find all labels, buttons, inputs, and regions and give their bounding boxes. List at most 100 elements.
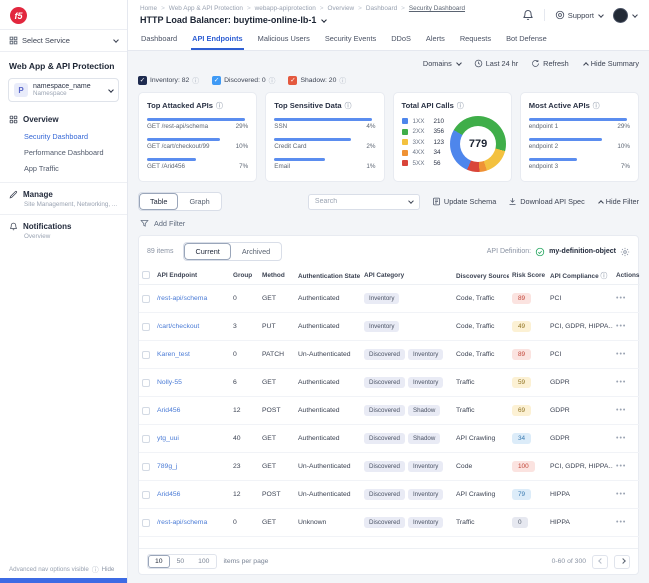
page-size-50[interactable]: 50 [176,558,185,565]
endpoint-link[interactable]: /rest-api/schema [157,519,208,526]
row-actions-button[interactable]: ••• [616,295,627,302]
select-service-dropdown[interactable]: Select Service [0,29,127,52]
view-toggle-graph[interactable]: Graph [189,197,210,206]
info-icon[interactable]: ⓘ [592,103,600,110]
notification-bell-icon[interactable] [522,9,534,21]
tab-bot-defense[interactable]: Bot Defense [506,34,547,43]
sidebar-item-security-dashboard[interactable]: Security Dashboard [24,131,89,141]
namespace-selector[interactable]: P namespace_name Namespace [8,78,119,102]
breadcrumb-item-security-dashboard[interactable]: Security Dashboard [408,5,466,12]
tab-ddos[interactable]: DDoS [391,34,411,43]
tab-bar: Dashboard API Endpoints Malicious Users Sec… [128,28,649,51]
info-icon[interactable]: ⓘ [268,78,276,85]
page-size-10[interactable]: 10 [148,555,170,568]
row-actions-button[interactable]: ••• [616,407,627,414]
checkbox-checked-icon[interactable]: ✓ [288,75,298,85]
info-icon[interactable]: ⓘ [344,103,352,110]
row-checkbox[interactable] [142,490,150,499]
domains-dropdown[interactable]: Domains [423,59,462,68]
endpoint-link[interactable]: Nolly-55 [157,379,182,386]
download-api-spec-button[interactable]: Download API Spec [508,197,585,206]
breadcrumb-item-web-app-api-protection[interactable]: Web App & API Protection [168,5,243,12]
row-checkbox[interactable] [142,434,150,443]
breadcrumb-item-overview[interactable]: Overview [327,5,355,12]
info-icon[interactable]: ⓘ [192,78,200,85]
endpoint-link[interactable]: Arid456 [157,491,181,498]
sidebar-item-manage[interactable]: Manage [9,190,118,199]
stat-bar [528,157,630,161]
refresh-button[interactable]: Refresh [531,59,569,68]
sidebar-item-overview[interactable]: Overview [9,115,118,124]
tab-malicious-users[interactable]: Malicious Users [257,34,310,43]
checkbox-checked-icon[interactable]: ✓ [138,75,147,85]
cell-endpoint: Karen_test [154,340,230,369]
endpoint-link[interactable]: Karen_test [157,351,190,358]
tab-dashboard[interactable]: Dashboard [141,34,178,43]
tab-requests[interactable]: Requests [459,34,492,43]
endpoint-link[interactable]: /cart/checkout [157,323,200,330]
f5-logo[interactable]: f5 [10,7,27,24]
user-menu[interactable] [613,7,638,23]
row-actions-button[interactable]: ••• [616,351,627,358]
cell-api-category: Discovered Shadow [361,424,453,453]
sidebar-item-app-traffic[interactable]: App Traffic [24,163,59,173]
sidebar-scrollbar[interactable] [0,578,127,583]
row-checkbox[interactable] [142,462,150,471]
api-definition-link[interactable]: my-definition-object [549,248,616,255]
endpoint-link[interactable]: ytg_uui [157,435,179,442]
checkbox-checked-icon[interactable]: ✓ [212,75,222,85]
info-icon[interactable]: ⓘ [215,103,223,110]
time-range-selector[interactable]: Last 24 hr [474,59,518,68]
hide-filter-toggle[interactable]: Hide Filter [597,197,639,206]
category-chip-discovered: Discovered [364,461,405,472]
select-all-checkbox[interactable] [142,271,150,279]
row-checkbox[interactable] [142,322,150,331]
row-actions-button[interactable]: ••• [616,323,627,330]
info-icon[interactable]: ⓘ [598,273,608,280]
hide-summary-toggle[interactable]: Hide Summary [582,59,639,68]
view-toggle-table[interactable]: Table [139,193,179,210]
sidebar-item-performance-dashboard[interactable]: Performance Dashboard [24,147,104,157]
next-page-button[interactable] [614,554,630,569]
info-icon[interactable]: ⓘ [456,103,464,110]
prev-page-button[interactable] [592,554,608,569]
category-chip-inventory: Inventory [364,321,400,332]
tab-alerts[interactable]: Alerts [425,34,445,43]
breadcrumb-item-home[interactable]: Home [140,5,158,12]
row-actions-button[interactable]: ••• [616,379,627,386]
search-input[interactable] [314,198,408,205]
row-actions-button[interactable]: ••• [616,491,627,498]
support-menu[interactable]: Support [555,10,604,20]
row-checkbox[interactable] [142,406,150,415]
page-size-100[interactable]: 100 [198,558,210,565]
category-filter-shadow[interactable]: ✓ Shadow: 20 ⓘ [288,75,346,85]
info-icon[interactable]: ⓘ [360,273,361,280]
cell-api-compliance: GDPR [547,368,613,397]
tab-api-endpoints[interactable]: API Endpoints [191,28,244,50]
endpoint-link[interactable]: Arid456 [157,407,181,414]
search-box[interactable] [307,193,420,210]
breadcrumb-item-webapp-apiprotection[interactable]: webapp-apiprotection [254,5,316,12]
endpoint-link[interactable]: /rest-api/schema [157,295,208,302]
endpoint-link[interactable]: 789g_j [157,463,178,470]
info-icon[interactable]: ⓘ [339,78,347,85]
add-filter-button[interactable]: Add Filter [138,211,639,235]
sidebar-item-notifications[interactable]: Notifications [9,222,118,231]
breadcrumb-item-dashboard[interactable]: Dashboard [365,5,398,12]
state-tab-archived[interactable]: Archived [241,247,271,256]
row-checkbox[interactable] [142,294,150,303]
row-checkbox[interactable] [142,518,150,527]
category-filter-discovered[interactable]: ✓ Discovered: 0 ⓘ [212,75,275,85]
row-actions-button[interactable]: ••• [616,463,627,470]
tab-security-events[interactable]: Security Events [324,34,377,43]
row-actions-button[interactable]: ••• [616,435,627,442]
gear-icon[interactable] [620,247,630,257]
row-checkbox[interactable] [142,350,150,359]
category-filter-inventory[interactable]: ✓ Inventory: 82 ⓘ [138,75,199,85]
update-schema-button[interactable]: Update Schema [432,197,496,206]
chevron-down-icon[interactable] [321,16,328,23]
row-actions-button[interactable]: ••• [616,519,627,526]
hide-nav-options-link[interactable]: Hide [101,565,115,573]
state-tab-current[interactable]: Current [184,243,231,260]
row-checkbox[interactable] [142,378,150,387]
